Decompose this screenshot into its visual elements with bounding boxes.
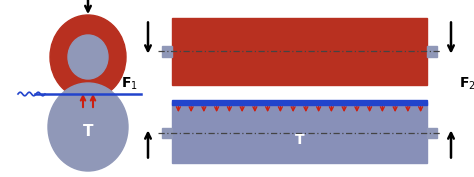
Ellipse shape [68,35,108,79]
Bar [427,47,437,56]
Bar [162,47,172,56]
Bar [427,127,437,138]
Ellipse shape [50,15,126,99]
Ellipse shape [48,83,128,171]
Text: T: T [295,133,304,147]
Bar [162,127,172,138]
Bar [172,18,427,85]
Text: F$_1$: F$_1$ [121,76,138,92]
Text: F$_2$: F$_2$ [459,76,474,92]
Bar [172,102,427,163]
Text: T: T [83,124,93,139]
Bar [172,99,427,104]
